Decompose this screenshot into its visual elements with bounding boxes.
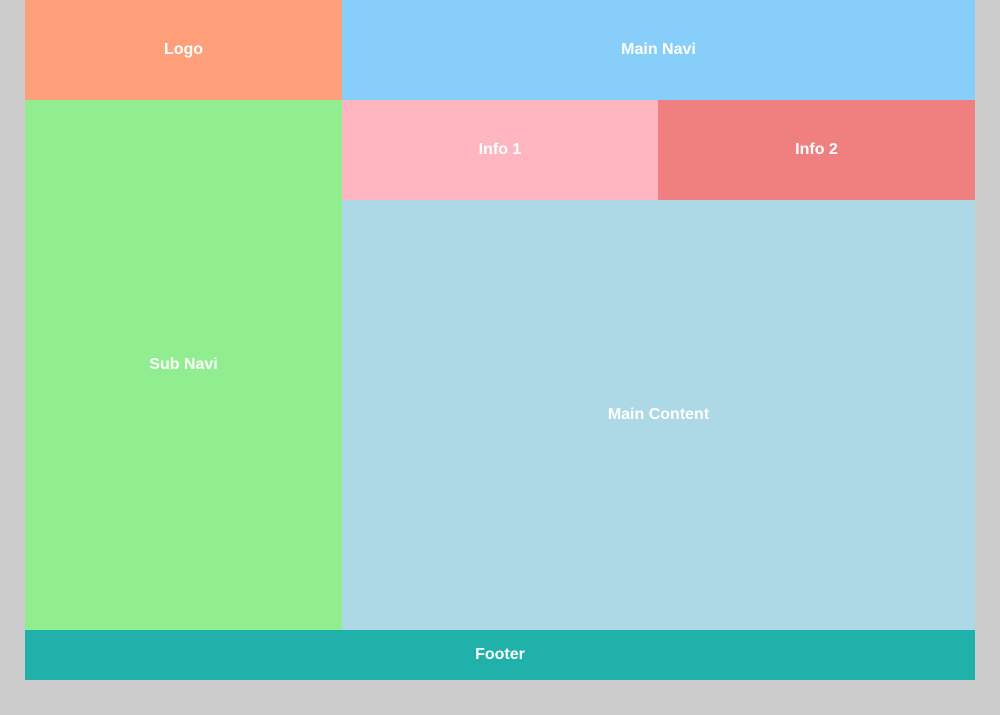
info-2-label: Info 2 bbox=[795, 141, 838, 158]
info-1-label: Info 1 bbox=[478, 141, 522, 158]
main-content-area: Main Content bbox=[342, 200, 975, 630]
sub-navi-label: Sub Navi bbox=[149, 356, 218, 373]
footer-label: Footer bbox=[475, 646, 525, 663]
page-layout: Logo Main Navi Sub Navi Info 1 Info 2 Ma… bbox=[25, 0, 975, 680]
info-2-area: Info 2 bbox=[658, 100, 975, 200]
logo-area[interactable]: Logo bbox=[25, 0, 342, 100]
main-navi-label: Main Navi bbox=[621, 41, 696, 58]
footer-area: Footer bbox=[25, 630, 975, 680]
sub-navi-area[interactable]: Sub Navi bbox=[25, 100, 342, 630]
logo-label: Logo bbox=[163, 41, 204, 58]
main-navi-area[interactable]: Main Navi bbox=[342, 0, 975, 100]
info-1-area: Info 1 bbox=[342, 100, 658, 200]
main-content-label: Main Content bbox=[607, 406, 710, 423]
